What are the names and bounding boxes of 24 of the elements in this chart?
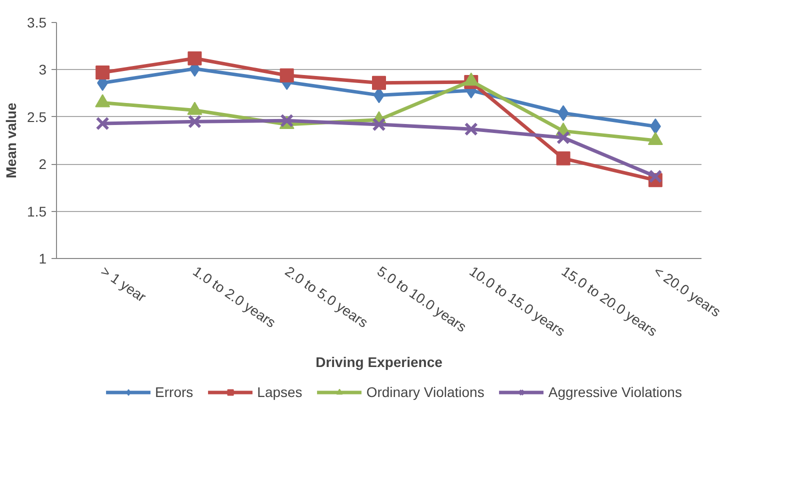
y-tick-label: 2: [38, 156, 47, 172]
point: [556, 130, 570, 144]
point: [464, 122, 478, 136]
point: [188, 114, 202, 128]
point: [556, 151, 570, 166]
y-tick-label: 1.5: [27, 203, 47, 220]
y-tick-label: 2.5: [27, 108, 47, 125]
legend-label: Lapses: [257, 384, 302, 400]
point: [96, 116, 110, 130]
y-tick-label: 3: [38, 62, 47, 78]
point: [96, 66, 110, 80]
point: [648, 170, 662, 184]
point: [372, 76, 386, 90]
x-tick-label: > 1 year: [98, 262, 150, 306]
legend-label: Aggressive Violations: [548, 384, 682, 400]
point: [188, 51, 202, 66]
legend-label: Errors: [155, 384, 194, 400]
legend-label: Ordinary Violations: [366, 384, 484, 400]
point: [372, 118, 386, 132]
y-tick-label: 3.5: [27, 14, 47, 30]
y-tick-label: 1: [38, 250, 47, 266]
point: [280, 68, 294, 82]
y-axis-title: Mean value: [3, 102, 20, 178]
x-axis-title: Driving Experience: [316, 354, 443, 370]
